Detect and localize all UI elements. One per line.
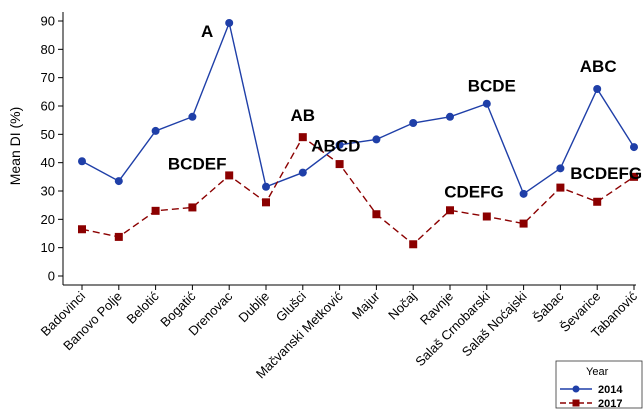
data-point-2014 <box>519 189 528 198</box>
y-tick-label: 40 <box>41 155 55 170</box>
data-point-2017 <box>409 240 418 249</box>
data-point-2017 <box>335 160 344 169</box>
legend: Year 2014 2017 <box>555 360 643 409</box>
data-point-2014 <box>556 164 565 173</box>
annotation-label: BCDEF <box>168 154 227 173</box>
data-point-2017 <box>114 232 123 241</box>
data-point-2014 <box>188 112 197 121</box>
series-line-2017 <box>81 136 635 246</box>
data-point-2017 <box>188 203 197 212</box>
annotation-label: ABCD <box>311 137 360 156</box>
axes <box>62 12 636 286</box>
data-point-2014 <box>446 112 454 121</box>
data-point-2017 <box>262 198 270 207</box>
data-point-2017 <box>372 210 381 219</box>
annotation-label: A <box>201 22 213 41</box>
data-point-2014 <box>372 135 381 144</box>
data-point-2014 <box>114 177 123 186</box>
data-point-2017 <box>556 183 565 192</box>
data-point-2014 <box>78 157 86 166</box>
data-point-2014 <box>409 119 418 127</box>
data-point-2017 <box>519 219 528 228</box>
data-point-2014 <box>630 143 638 152</box>
annotation-label: AB <box>291 106 316 125</box>
data-point-2017 <box>225 171 234 180</box>
data-point-2017 <box>446 206 454 215</box>
data-point-2017 <box>151 206 160 215</box>
y-tick-label: 0 <box>48 269 55 284</box>
series-line-2014 <box>81 20 635 195</box>
annotation-label: ABC <box>580 57 617 76</box>
data-point-2017 <box>78 225 86 234</box>
y-tick-label: 30 <box>41 184 55 199</box>
legend-marker-2017 <box>572 399 580 407</box>
data-point-2014 <box>482 99 491 108</box>
y-tick-label: 20 <box>41 212 55 227</box>
data-point-2014 <box>151 126 160 135</box>
data-point-2014 <box>298 168 307 177</box>
x-tick-label: Belotić <box>124 288 163 327</box>
legend-label-2017: 2017 <box>598 398 622 409</box>
data-point-2017 <box>593 197 602 206</box>
data-point-2017 <box>298 133 307 142</box>
data-point-2017 <box>482 212 491 221</box>
data-point-2014 <box>225 18 234 27</box>
y-axis-label: Mean DI (%) <box>7 107 23 186</box>
x-tick-label: Salaš Noćajski <box>459 288 530 359</box>
y-tick-label: 90 <box>41 14 55 29</box>
annotations: A BCDEF AB ABCD BCDE CDEFG ABC BCDEFG <box>168 22 642 201</box>
y-tick-label: 50 <box>41 127 55 142</box>
legend-title: Year <box>586 366 609 378</box>
data-point-2017 <box>630 172 638 181</box>
annotation-label: BCDEFG <box>570 164 642 183</box>
y-tick-label: 60 <box>41 99 55 114</box>
legend-marker-2014 <box>572 385 580 393</box>
annotation-label: BCDE <box>468 77 516 96</box>
data-point-2014 <box>262 182 270 191</box>
y-tick-label: 80 <box>41 42 55 57</box>
legend-box <box>555 360 643 409</box>
series-group <box>78 18 638 249</box>
y-tick-label: 10 <box>41 240 55 255</box>
x-tick-label: Majur <box>349 288 383 322</box>
data-point-2014 <box>593 85 602 93</box>
legend-label-2014: 2014 <box>598 384 623 396</box>
x-tick-label: Dublje <box>235 289 272 326</box>
y-tick-label: 70 <box>41 70 55 85</box>
y-ticks: 0 10 20 30 40 50 60 70 80 90 <box>41 14 63 284</box>
annotation-label: CDEFG <box>444 182 504 201</box>
data-point-2014 <box>335 140 344 149</box>
x-tick-label: Nočaj <box>385 288 419 322</box>
